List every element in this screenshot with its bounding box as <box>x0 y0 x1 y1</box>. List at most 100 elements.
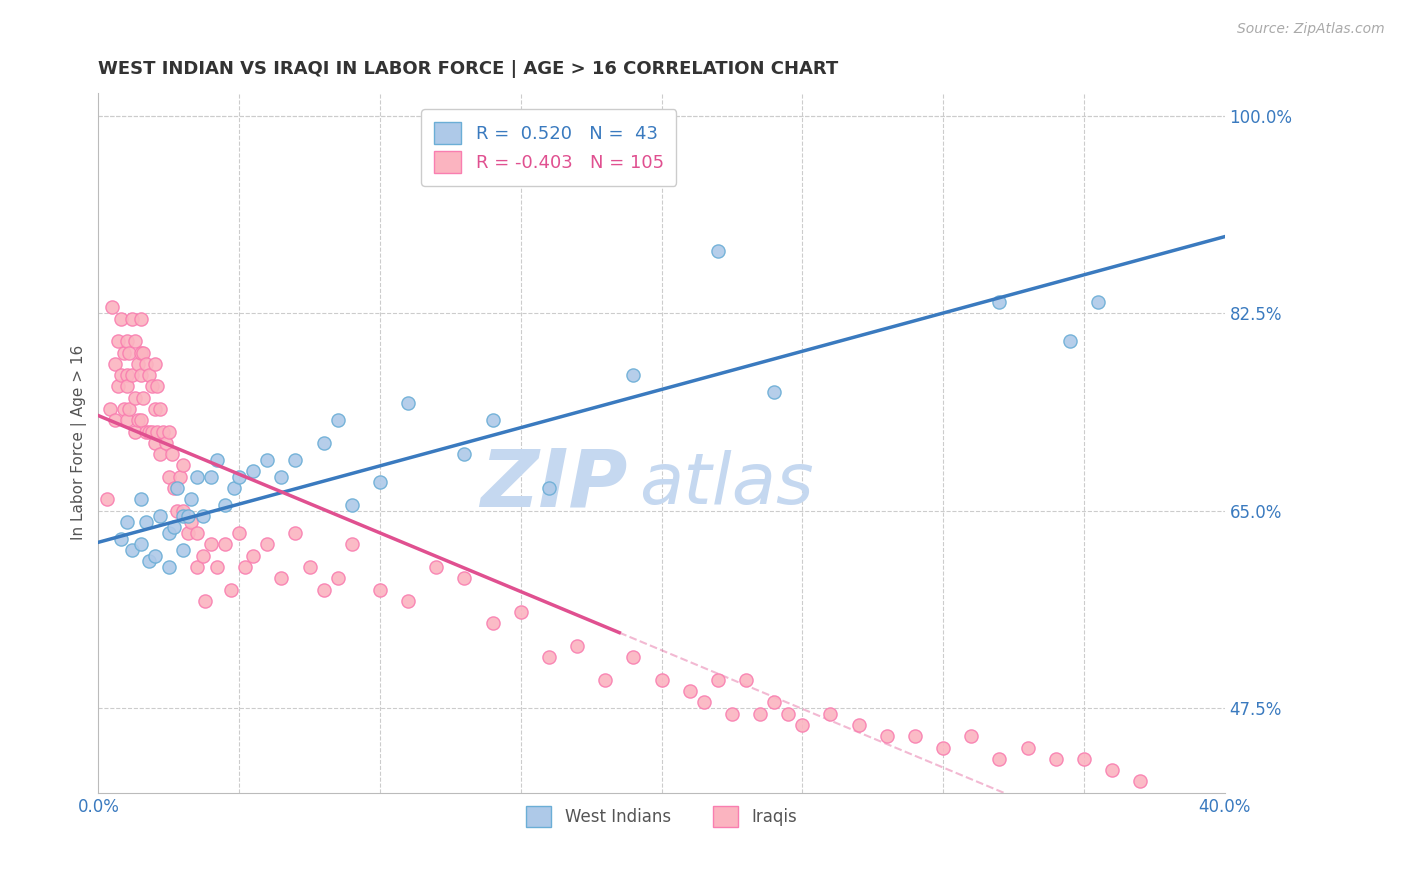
Point <box>115 368 138 383</box>
Point <box>118 345 141 359</box>
Point <box>960 729 983 743</box>
Point <box>326 571 349 585</box>
Point <box>763 695 786 709</box>
Point <box>205 452 228 467</box>
Point <box>141 379 163 393</box>
Point <box>792 718 814 732</box>
Point <box>143 357 166 371</box>
Text: Source: ZipAtlas.com: Source: ZipAtlas.com <box>1237 22 1385 37</box>
Point <box>172 458 194 473</box>
Point <box>707 244 730 258</box>
Point <box>707 673 730 687</box>
Point <box>157 526 180 541</box>
Point <box>138 368 160 383</box>
Text: ZIP: ZIP <box>481 446 627 524</box>
Point <box>214 537 236 551</box>
Point <box>509 605 531 619</box>
Point <box>104 357 127 371</box>
Point <box>112 345 135 359</box>
Point <box>121 311 143 326</box>
Point <box>115 379 138 393</box>
Point <box>141 425 163 439</box>
Point <box>194 594 217 608</box>
Point <box>932 740 955 755</box>
Point <box>593 673 616 687</box>
Point <box>172 503 194 517</box>
Point <box>537 650 560 665</box>
Point <box>988 294 1011 309</box>
Point <box>256 537 278 551</box>
Point <box>1087 294 1109 309</box>
Point <box>876 729 898 743</box>
Point <box>132 391 155 405</box>
Point <box>101 797 124 811</box>
Point <box>233 560 256 574</box>
Point <box>270 571 292 585</box>
Point <box>186 560 208 574</box>
Point <box>1017 740 1039 755</box>
Point <box>1101 763 1123 777</box>
Point <box>101 301 124 315</box>
Point <box>166 481 188 495</box>
Point <box>191 509 214 524</box>
Point <box>149 402 172 417</box>
Point <box>186 526 208 541</box>
Point <box>146 425 169 439</box>
Point <box>160 447 183 461</box>
Point <box>107 379 129 393</box>
Point <box>368 475 391 490</box>
Point <box>1045 752 1067 766</box>
Text: atlas: atlas <box>638 450 814 519</box>
Point <box>186 469 208 483</box>
Point <box>135 515 157 529</box>
Point <box>163 481 186 495</box>
Point <box>124 334 146 349</box>
Point <box>180 492 202 507</box>
Point <box>312 435 335 450</box>
Point <box>749 706 772 721</box>
Point <box>721 706 744 721</box>
Point <box>453 447 475 461</box>
Point <box>621 650 644 665</box>
Point <box>129 345 152 359</box>
Point <box>396 594 419 608</box>
Point <box>110 532 132 546</box>
Point <box>537 481 560 495</box>
Point <box>177 526 200 541</box>
Point <box>340 537 363 551</box>
Point <box>104 413 127 427</box>
Point <box>242 464 264 478</box>
Point <box>149 447 172 461</box>
Point <box>425 560 447 574</box>
Point <box>115 413 138 427</box>
Point <box>135 425 157 439</box>
Point <box>143 402 166 417</box>
Point <box>124 425 146 439</box>
Point <box>115 515 138 529</box>
Point <box>735 673 758 687</box>
Point <box>904 729 927 743</box>
Point <box>326 413 349 427</box>
Point <box>177 509 200 524</box>
Point <box>340 498 363 512</box>
Point <box>214 498 236 512</box>
Point <box>146 379 169 393</box>
Point <box>988 752 1011 766</box>
Text: WEST INDIAN VS IRAQI IN LABOR FORCE | AGE > 16 CORRELATION CHART: WEST INDIAN VS IRAQI IN LABOR FORCE | AG… <box>98 60 838 78</box>
Point <box>143 435 166 450</box>
Point <box>222 481 245 495</box>
Point <box>368 582 391 597</box>
Point <box>121 543 143 558</box>
Point <box>481 413 503 427</box>
Point <box>228 469 250 483</box>
Point <box>679 684 702 698</box>
Point <box>115 334 138 349</box>
Point <box>270 469 292 483</box>
Point <box>143 549 166 563</box>
Point <box>219 582 242 597</box>
Point <box>129 311 152 326</box>
Point <box>172 543 194 558</box>
Point <box>112 402 135 417</box>
Point <box>124 391 146 405</box>
Point <box>110 311 132 326</box>
